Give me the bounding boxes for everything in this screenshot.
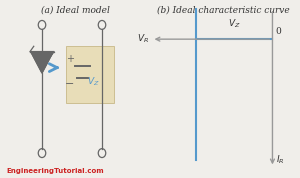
Text: $V_R$: $V_R$ <box>136 33 148 45</box>
Text: $V_Z$: $V_Z$ <box>228 18 241 30</box>
Text: 0: 0 <box>275 27 281 36</box>
Text: (a) Ideal model: (a) Ideal model <box>40 5 110 14</box>
Text: EngineeringTutorial.com: EngineeringTutorial.com <box>6 168 103 174</box>
Text: (b) Ideal characteristic curve: (b) Ideal characteristic curve <box>157 5 290 14</box>
Bar <box>66 46 114 103</box>
Text: +: + <box>66 54 74 64</box>
Text: $V_Z$: $V_Z$ <box>87 76 99 88</box>
Text: −: − <box>65 79 74 89</box>
Polygon shape <box>31 52 53 73</box>
Text: $I_R$: $I_R$ <box>275 153 284 166</box>
